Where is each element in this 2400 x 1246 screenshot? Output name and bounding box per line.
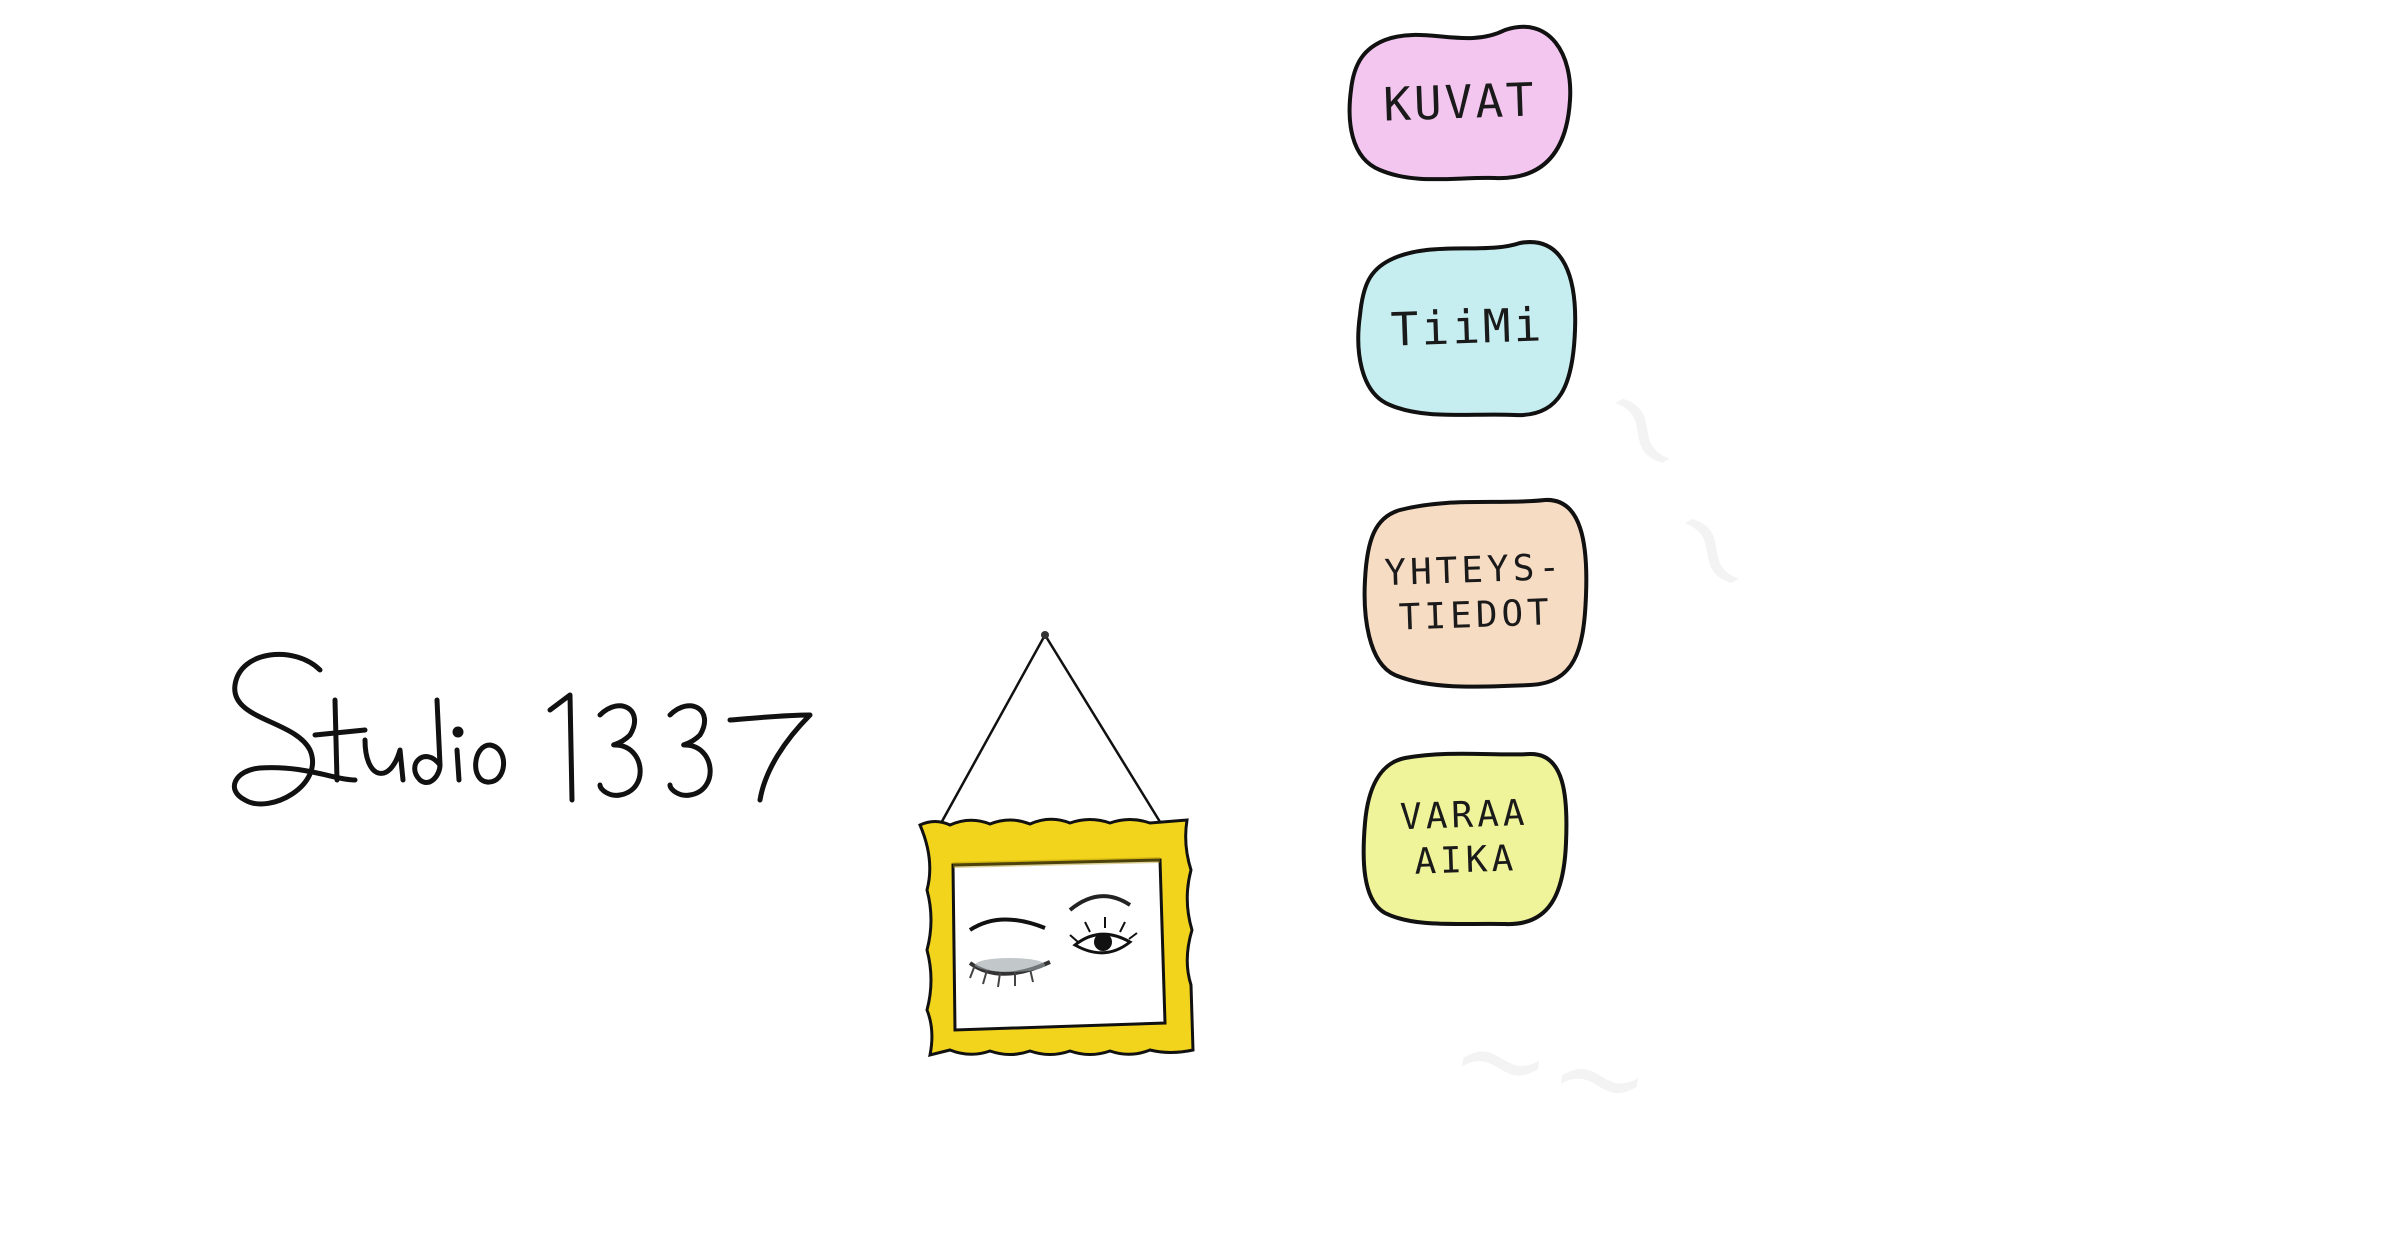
nav-varaa-aika-label: VARAA AIKA (1399, 792, 1530, 883)
winking-eye-frame-icon (915, 630, 1215, 1090)
nav-varaa-aika-button[interactable]: VARAA AIKA (1360, 748, 1570, 928)
studio-logo-link[interactable]: Studio 1337 (225, 640, 905, 840)
blob-fill (1356, 240, 1578, 418)
blob-fill (1347, 24, 1573, 182)
nav-yhteystiedot-button[interactable]: YHTEYS- TIEDOT (1360, 495, 1590, 690)
blob-fill (1361, 751, 1569, 927)
nav-blob-varaa-aika (1361, 751, 1569, 927)
studio-logo (231, 651, 813, 807)
nav-yhteystiedot-label: YHTEYS- TIEDOT (1383, 546, 1565, 639)
nav-blob-tiimi (1356, 240, 1578, 418)
nav-kuvat-label: KUVAT (1382, 72, 1538, 132)
nav-tiimi-button[interactable]: TiiMi (1355, 235, 1580, 420)
main-nav: KUVAT TiiMi YHTEYS- TIEDOT VARAA AIKA (1330, 0, 1630, 1000)
background-doodle: ~~ (1439, 983, 1662, 1156)
nav-tiimi-label: TiiMi (1389, 297, 1546, 357)
nav-kuvat-button[interactable]: KUVAT (1345, 20, 1575, 185)
blob-fill (1362, 497, 1589, 689)
nav-blob-yhteystiedot (1362, 497, 1589, 689)
nav-blob-kuvat (1347, 24, 1573, 182)
